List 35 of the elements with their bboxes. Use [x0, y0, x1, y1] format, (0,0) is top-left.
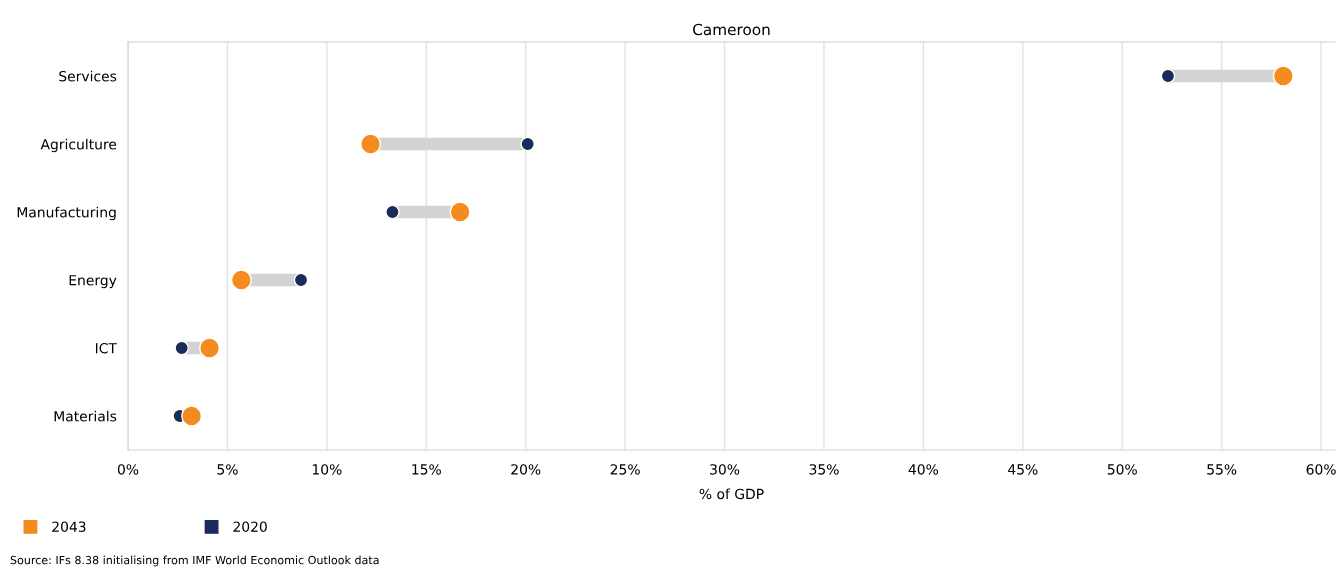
point: [1272, 65, 1294, 87]
x-tick-label: 10%: [312, 464, 342, 475]
point: [360, 133, 382, 155]
y-tick-label: Services: [59, 70, 117, 82]
chart-title: Cameroon: [693, 23, 770, 36]
y-tick-label: Manufacturing: [17, 206, 116, 221]
x-tick-label: 0%: [117, 464, 139, 475]
point: [520, 136, 535, 152]
y-tick-label: Agriculture: [40, 138, 117, 153]
x-tick-label: 40%: [908, 464, 939, 475]
legend-label: 2020: [233, 521, 267, 532]
x-tick-label: 20%: [511, 464, 541, 475]
x-tick-label: 25%: [610, 464, 640, 475]
x-tick-label: 50%: [1107, 464, 1137, 475]
point: [174, 340, 189, 356]
point: [181, 405, 203, 427]
x-tick-label: 15%: [412, 464, 441, 475]
point: [199, 337, 221, 359]
source-note: Source: IFs 8.38 initialising from IMF World Economic Outlook data: [10, 555, 379, 567]
point: [449, 201, 471, 223]
point: [293, 272, 309, 288]
y-tick-label: Materials: [54, 410, 117, 422]
legend-label: 2043: [52, 521, 86, 532]
y-tick-label: ICT: [95, 342, 117, 354]
x-tick-label: 55%: [1207, 464, 1237, 475]
x-axis-title: % of GDP: [699, 488, 764, 500]
x-tick-label: 45%: [1008, 464, 1038, 475]
point: [385, 204, 400, 220]
point: [1160, 68, 1176, 84]
y-tick-label: Energy: [69, 275, 117, 289]
x-tick-label: 30%: [710, 464, 740, 475]
x-tick-label: 5%: [217, 464, 238, 475]
point: [230, 269, 252, 291]
x-tick-label: 60%: [1306, 464, 1336, 475]
x-tick-label: 35%: [809, 464, 839, 475]
